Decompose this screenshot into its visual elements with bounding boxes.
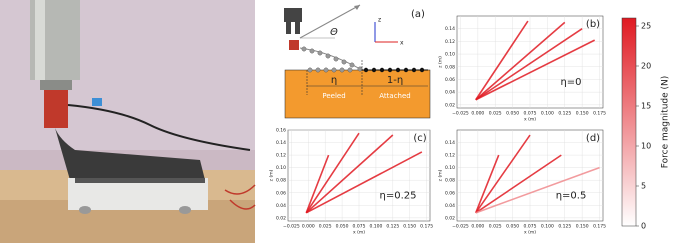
force-ray [475,20,529,101]
x-axis-label: x (m) [353,230,365,236]
x-tick-label: −0.025 [452,224,469,230]
angle-label: Θ [330,27,338,38]
x-tick-label: 0.025 [489,224,502,230]
x-tick-label: 0.050 [506,111,519,117]
x-tick-label: 0.000 [302,224,315,230]
y-tick-label: 0.04 [445,203,455,209]
x-tick-label: 0.100 [369,224,382,230]
x-tick-label: −0.025 [283,224,300,230]
charts: −0.025 0.000 0.025 0.050 0.075 0.100 0.125 0.15… [269,15,671,236]
y-tick-label: 0.10 [445,52,455,58]
x-axis-label: x (m) [524,117,536,123]
x-tick-label: −0.025 [452,111,469,117]
x-tick-label: 0.025 [319,224,332,230]
y-tick-label: 0.14 [445,140,455,146]
peeled-label: Peeled [322,92,345,100]
force-ray [305,154,330,214]
y-axis-label: z (m) [438,169,444,181]
y-tick-label: 0.06 [445,77,455,83]
colorbar-tick-label: 10 [641,142,651,151]
colorbar [621,17,637,227]
y-tick-label: 0.02 [445,102,455,108]
y-tick-label: 0.04 [276,203,286,209]
y-axis-label: z (m) [438,56,444,68]
y-tick-label: 0.10 [276,165,286,171]
annotation: η=0.25 [380,191,417,202]
y-tick-label: 0.02 [445,215,455,221]
y-tick-label: 0.08 [445,178,455,184]
force-ray [475,39,596,101]
x-tick-label: 0.150 [403,224,416,230]
photo [0,0,256,243]
peeled-symbol: η [331,75,337,86]
panel-label: (d) [586,133,600,144]
panel-label: (a) [411,9,425,20]
x-tick-label: 0.025 [489,111,502,117]
colorbar-tick-label: 20 [641,62,651,71]
y-tick-label: 0.12 [445,39,455,45]
x-tick-label: 0.175 [593,111,606,117]
y-tick-label: 0.12 [276,153,286,159]
x-tick-label: 0.100 [541,111,554,117]
force-ray [475,134,531,214]
force-ray [305,132,360,214]
x-tick-label: 0.075 [353,224,366,230]
colorbar-label: Force magnitude (N) [661,76,671,169]
x-tick-label: 0.050 [336,224,349,230]
y-tick-label: 0.06 [276,190,286,196]
x-tick-label: 0.125 [558,111,571,117]
y-tick-label: 0.08 [276,178,286,184]
x-tick-label: 0.125 [558,224,571,230]
attached-symbol: 1-η [387,75,403,86]
x-tick-label: 0.150 [576,224,589,230]
colorbar-tick-label: 5 [641,182,646,191]
x-tick-label: 0.175 [420,224,433,230]
force-ray [475,28,583,101]
x-tick-label: 0.100 [541,224,554,230]
force-ray [305,134,394,214]
annotation: η=0.5 [556,191,587,202]
y-tick-label: 0.14 [276,140,286,146]
attached-label: Attached [379,92,410,100]
x-axis-label: x (m) [524,230,536,236]
z-axis-label: z [378,17,381,24]
force-ray [475,154,500,214]
y-tick-label: 0.12 [445,153,455,159]
x-tick-label: 0.000 [471,224,484,230]
force-ray [475,21,566,101]
y-tick-label: 0.04 [445,90,455,96]
y-tick-label: 0.08 [445,64,455,70]
y-tick-label: 0.02 [276,215,286,221]
x-axis-label: x [400,40,404,47]
force-ray [305,151,423,214]
x-tick-label: 0.000 [471,111,484,117]
y-tick-label: 0.16 [276,128,286,134]
annotation: η=0 [560,77,581,88]
x-tick-label: 0.075 [524,224,537,230]
x-tick-label: 0.050 [506,224,519,230]
x-tick-label: 0.075 [524,111,537,117]
y-tick-label: 0.06 [445,190,455,196]
y-tick-label: 0.14 [445,26,455,32]
diagram: Θ z x (a) η 1-η Peeled Attached [284,4,431,119]
x-tick-label: 0.125 [386,224,399,230]
y-tick-label: 0.10 [445,165,455,171]
colorbar-tick-label: 15 [641,102,651,111]
y-axis-label: z (m) [269,169,275,181]
panel-label: (c) [413,133,426,144]
colorbar-tick-label: 0 [641,222,646,231]
x-tick-label: 0.150 [576,111,589,117]
x-tick-label: 0.175 [593,224,606,230]
force-ray [475,166,600,214]
force-ray [475,154,562,214]
colorbar-tick-label: 25 [641,22,651,31]
panel-label: (b) [586,19,600,30]
